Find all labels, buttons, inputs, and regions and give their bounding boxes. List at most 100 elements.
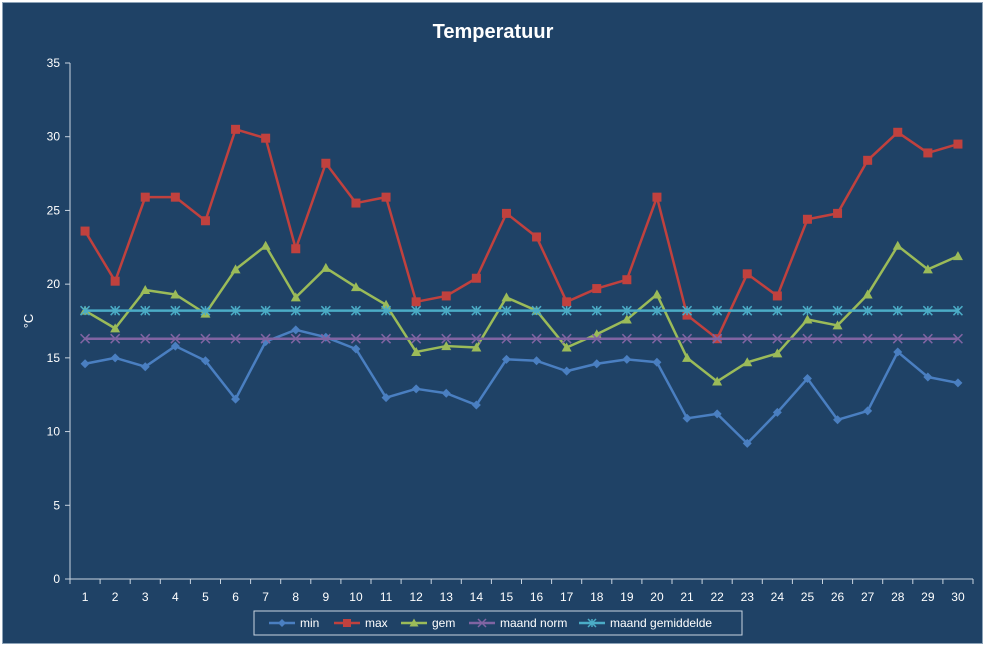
x-tick-label: 7 xyxy=(262,590,269,604)
data-point xyxy=(892,240,903,250)
data-point xyxy=(441,291,451,301)
data-point xyxy=(862,289,873,299)
data-point xyxy=(441,333,452,344)
data-point xyxy=(772,305,783,316)
data-point xyxy=(863,406,873,416)
data-point xyxy=(110,353,120,363)
y-tick-label: 25 xyxy=(47,203,61,217)
data-point xyxy=(862,305,873,316)
y-tick-label: 35 xyxy=(47,56,61,70)
data-point xyxy=(110,276,120,286)
x-tick-label: 29 xyxy=(921,590,935,604)
data-point xyxy=(712,376,723,386)
data-point xyxy=(471,342,482,352)
legend-item: maand norm xyxy=(469,616,567,630)
data-point xyxy=(561,342,572,352)
data-point xyxy=(290,305,301,316)
x-tick-label: 17 xyxy=(560,590,574,604)
data-point xyxy=(892,305,903,316)
legend-label: gem xyxy=(432,616,455,630)
data-point xyxy=(411,384,421,394)
data-point xyxy=(278,619,286,627)
data-point xyxy=(351,198,361,208)
legend-item: gem xyxy=(401,616,455,630)
series-gem xyxy=(80,240,963,386)
y-tick-label: 15 xyxy=(47,351,61,365)
data-point xyxy=(140,192,150,202)
series-maand-gemiddelde xyxy=(80,305,963,316)
data-point xyxy=(682,305,693,316)
data-point xyxy=(802,333,813,344)
data-point xyxy=(170,341,180,351)
data-point xyxy=(411,346,422,356)
data-point xyxy=(381,192,391,202)
data-point xyxy=(501,208,511,218)
data-point xyxy=(802,305,813,316)
y-axis-label: °C xyxy=(21,314,36,329)
data-point xyxy=(411,297,421,307)
data-point xyxy=(562,297,572,307)
x-tick-label: 23 xyxy=(741,590,755,604)
data-point xyxy=(140,333,151,344)
data-point xyxy=(321,332,331,342)
x-tick-label: 2 xyxy=(112,590,119,604)
data-point xyxy=(471,273,481,283)
data-point xyxy=(531,333,542,344)
data-point xyxy=(712,333,723,344)
data-point xyxy=(952,251,963,261)
data-point xyxy=(621,305,632,316)
data-point xyxy=(922,305,933,316)
data-point xyxy=(291,325,301,335)
data-point xyxy=(80,305,91,316)
data-point xyxy=(320,262,331,272)
legend-label: max xyxy=(365,616,388,630)
series-maand-norm xyxy=(80,333,963,344)
legend-item: max xyxy=(334,616,388,630)
data-point xyxy=(561,333,572,344)
data-point xyxy=(321,158,331,168)
data-point xyxy=(712,409,722,419)
data-point xyxy=(772,407,782,417)
data-point xyxy=(591,333,602,344)
x-tick-label: 4 xyxy=(172,590,179,604)
data-point xyxy=(592,359,602,369)
data-point xyxy=(140,305,151,316)
y-tick-label: 20 xyxy=(47,277,61,291)
data-point xyxy=(802,214,812,224)
data-point xyxy=(923,148,933,158)
data-point xyxy=(409,618,419,627)
x-tick-label: 13 xyxy=(440,590,454,604)
data-point xyxy=(200,305,211,316)
x-tick-label: 6 xyxy=(232,590,239,604)
y-tick-label: 0 xyxy=(53,572,60,586)
data-point xyxy=(501,333,512,344)
data-point xyxy=(863,155,873,165)
x-tick-label: 12 xyxy=(409,590,423,604)
data-point xyxy=(587,618,597,628)
data-point xyxy=(922,264,933,274)
data-point xyxy=(351,344,361,354)
data-point xyxy=(350,333,361,344)
x-tick-label: 16 xyxy=(530,590,544,604)
x-tick-label: 18 xyxy=(590,590,604,604)
x-tick-label: 28 xyxy=(891,590,905,604)
data-point xyxy=(652,357,662,367)
data-point xyxy=(802,373,812,383)
data-point xyxy=(923,372,933,382)
data-point xyxy=(742,333,753,344)
data-point xyxy=(892,333,903,344)
data-point xyxy=(922,333,933,344)
data-point xyxy=(622,275,632,285)
data-point xyxy=(532,232,542,242)
data-point xyxy=(471,400,481,410)
data-point xyxy=(110,323,121,333)
data-point xyxy=(170,289,181,299)
data-point xyxy=(441,341,452,351)
data-point xyxy=(381,393,391,403)
data-point xyxy=(350,282,361,292)
data-point xyxy=(651,333,662,344)
data-point xyxy=(110,305,121,316)
data-point xyxy=(501,354,511,364)
data-point xyxy=(651,289,662,299)
